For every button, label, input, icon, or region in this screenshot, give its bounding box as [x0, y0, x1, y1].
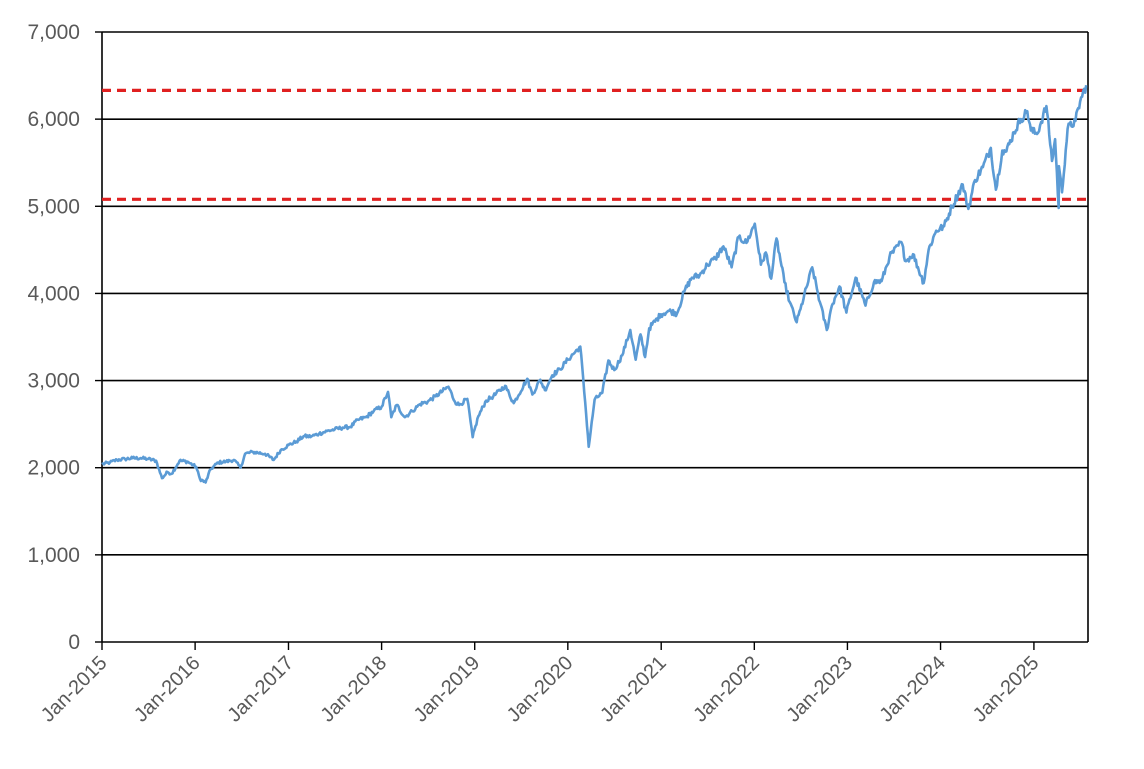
y-axis-tick-labels: 0 1,000 2,000 3,000 4,000 5,000 6,000 7,000: [27, 21, 80, 654]
y-tick-label: 5,000: [27, 195, 80, 218]
y-tick-label: 6,000: [27, 108, 80, 131]
y-tick-label: 2,000: [27, 457, 80, 480]
y-tick-label: 0: [68, 631, 80, 654]
y-tick-label: 7,000: [27, 21, 80, 44]
axes: [95, 31, 1089, 650]
gridlines: [102, 31, 1088, 556]
data-series: [101, 85, 1088, 484]
series-line-0: [101, 85, 1088, 484]
y-tick-label: 3,000: [27, 370, 80, 393]
y-tick-label: 1,000: [27, 544, 80, 567]
y-tick-label: 4,000: [27, 282, 80, 305]
